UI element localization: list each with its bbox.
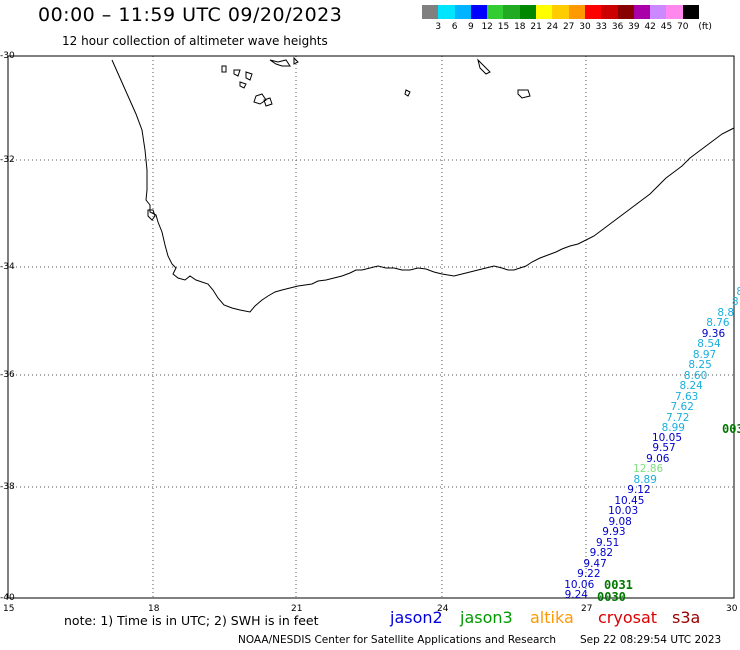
colorbar-swatch [470, 5, 488, 19]
longitude-label: 30 [726, 604, 738, 614]
colorbar-swatch [503, 5, 520, 19]
latitude-label: -30 [0, 51, 15, 61]
colorbar-swatch [422, 5, 439, 19]
longitude-label: 15 [3, 604, 15, 614]
wave-height-value: 9.82 [589, 547, 614, 560]
wave-height-value: 9.06 [646, 452, 670, 465]
credit-text: NOAA/NESDIS Center for Satellite Applica… [238, 634, 556, 646]
colorbar-label: 33 [595, 22, 608, 32]
latitude-label: -40 [0, 593, 15, 603]
wave-height-value: 8.8 [717, 306, 735, 319]
legend-entry-cryosat: cryosat [598, 608, 658, 627]
wave-height-value: 10.45 [614, 494, 645, 507]
colorbar [422, 5, 700, 19]
colorbar-swatch [552, 5, 569, 19]
colorbar-unit: (ft) [698, 22, 712, 32]
wave-height-value: 8.97 [692, 348, 717, 361]
colorbar-label: 18 [514, 22, 526, 32]
legend-entry-altika: altika [530, 608, 574, 627]
wave-height-value: 7.72 [666, 411, 690, 424]
map-title: 00:00 – 11:59 UTC 09/20/2023 [38, 4, 343, 26]
latitude-label: -34 [0, 262, 15, 272]
legend-entry-jason3: jason3 [460, 608, 513, 627]
wave-height-value: 9.47 [583, 557, 607, 570]
longitude-label: 21 [291, 604, 303, 614]
colorbar-swatch [682, 5, 700, 19]
wave-height-value: 9.93 [602, 526, 626, 539]
colorbar-label: 12 [481, 22, 493, 32]
colorbar-label: 30 [579, 22, 591, 32]
longitude-label: 24 [437, 604, 449, 614]
wave-height-value: 9.51 [595, 536, 620, 549]
wave-height-value: 8.89 [633, 473, 657, 486]
colorbar-swatch [650, 5, 667, 19]
wave-height-value: 9.24 [564, 589, 588, 601]
pass-time-label: 0031 [604, 578, 633, 592]
wave-height-value: 9.22 [577, 568, 601, 581]
colorbar-label: 24 [546, 22, 559, 32]
south-africa-coastline [111, 59, 735, 313]
legend-entry-jason2: jason2 [390, 608, 443, 627]
colorbar-swatch [519, 5, 537, 19]
colorbar-swatch [536, 5, 553, 19]
wave-height-value: 7.62 [670, 401, 694, 414]
colorbar-swatch [633, 5, 651, 19]
colorbar-swatch [454, 5, 471, 19]
wave-height-value: 9.12 [627, 484, 651, 497]
colorbar-labels: 3 6 9 12 15 18 21 24 27 30 33 36 39 42 45 70 (ft) [422, 22, 740, 34]
colorbar-label: 6 [451, 22, 458, 32]
colorbar-swatch [601, 5, 618, 19]
wave-height-value: 12.86 [633, 463, 664, 476]
pass-time-label: 0032 [722, 422, 740, 436]
colorbar-label: 70 [677, 22, 689, 32]
map-subtitle: 12 hour collection of altimeter wave hei… [62, 34, 328, 48]
colorbar-label: 42 [644, 22, 656, 32]
colorbar-swatch [584, 5, 602, 19]
colorbar-label: 45 [660, 22, 673, 32]
wave-height-value: 8 [736, 286, 740, 298]
colorbar-label: 15 [497, 22, 510, 32]
colorbar-label: 21 [530, 22, 542, 32]
colorbar-label: 27 [562, 22, 575, 32]
colorbar-label: 39 [628, 22, 640, 32]
wave-height-value: 10.03 [608, 505, 639, 518]
wave-height-value: 8.25 [688, 359, 712, 372]
wave-height-value: 8.76 [706, 317, 730, 330]
latitude-label: -38 [0, 482, 15, 492]
colorbar-label: 9 [468, 22, 474, 32]
longitude-label: 27 [581, 604, 593, 614]
note-text: note: 1) Time is in UTC; 2) SWH is in fe… [64, 613, 319, 628]
colorbar-swatch [438, 5, 455, 19]
colorbar-swatch [617, 5, 634, 19]
generated-timestamp: Sep 22 08:29:54 UTC 2023 [580, 634, 722, 646]
wave-height-value: 8 [731, 296, 739, 309]
wave-height-value: 10.05 [651, 432, 682, 444]
map-frame [7, 55, 735, 599]
wave-height-value: 9.36 [701, 327, 726, 340]
colorbar-swatch [666, 5, 683, 19]
wave-height-value: 7.63 [674, 390, 699, 403]
wave-height-value: 8.24 [679, 380, 703, 393]
wave-height-value: 8.60 [683, 369, 708, 382]
wave-height-value: 9.08 [608, 515, 632, 528]
colorbar-swatch [487, 5, 504, 19]
colorbar-label: 36 [611, 22, 624, 32]
wave-height-value: 10.06 [564, 578, 595, 591]
graticule [8, 56, 734, 598]
longitude-label: 18 [148, 604, 160, 614]
wave-height-value: 8.99 [661, 422, 685, 434]
colorbar-swatch [568, 5, 585, 19]
wave-height-value: 9.57 [652, 442, 676, 455]
colorbar-label: 3 [435, 22, 442, 32]
pass-time-label: 0030 [597, 590, 626, 604]
wave-height-value: 8.54 [697, 338, 721, 351]
legend-entry-s3a: s3a [672, 608, 701, 627]
latitude-label: -32 [0, 155, 15, 165]
latitude-label: -36 [0, 370, 15, 380]
